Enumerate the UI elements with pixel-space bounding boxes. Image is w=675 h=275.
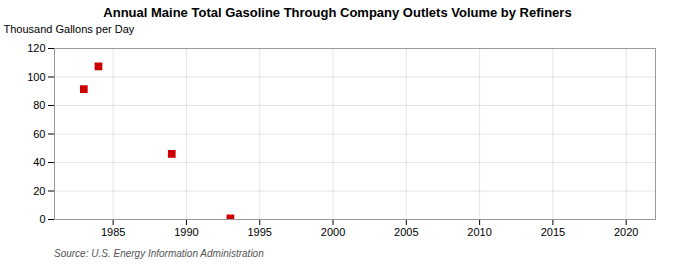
html-text:Annual Maine Total Gasoline Th: Annual Maine Total Gasoline Through Comp… <box>103 5 572 20</box>
svg-text:60: 60 <box>33 128 45 140</box>
html-text:Source: U.S. Energy Informatio: Source: U.S. Energy Information Administ… <box>54 248 264 259</box>
svg-text:80: 80 <box>33 99 45 111</box>
svg-text:1985: 1985 <box>101 226 125 238</box>
svg-text:2015: 2015 <box>541 226 565 238</box>
svg-text:2020: 2020 <box>614 226 638 238</box>
svg-text:1995: 1995 <box>247 226 271 238</box>
svg-text:2005: 2005 <box>394 226 418 238</box>
svg-text:Thousand Gallons per Day: Thousand Gallons per Day <box>4 23 135 35</box>
svg-text:1990: 1990 <box>174 226 198 238</box>
svg-text:0: 0 <box>39 213 45 225</box>
svg-text:20: 20 <box>33 185 45 197</box>
svg-text:100: 100 <box>27 71 45 83</box>
svg-text:120: 120 <box>27 42 45 54</box>
svg-text:2000: 2000 <box>321 226 345 238</box>
svg-text:40: 40 <box>33 156 45 168</box>
svg-text:2010: 2010 <box>467 226 491 238</box>
